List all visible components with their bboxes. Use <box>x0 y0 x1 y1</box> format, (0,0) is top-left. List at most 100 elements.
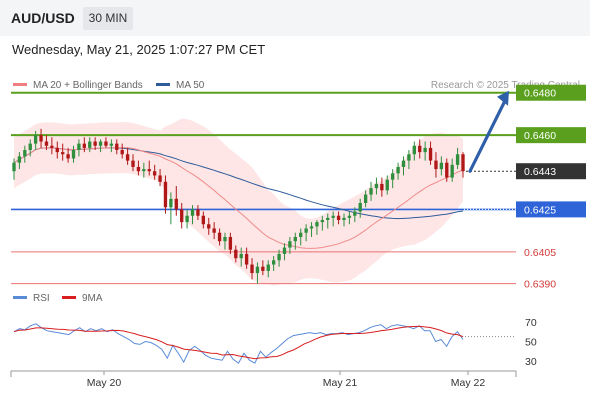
ma20-swatch-icon <box>13 82 27 86</box>
candle-body <box>293 236 297 242</box>
candle-body <box>17 156 22 163</box>
candle-body <box>412 145 416 155</box>
candle-body <box>250 264 254 274</box>
legend-ma50-label: MA 50 <box>176 80 205 91</box>
candle-body <box>169 198 173 208</box>
candle-body <box>315 222 319 227</box>
candle-body <box>212 228 216 233</box>
candle-body <box>326 217 330 220</box>
candle-body <box>93 141 97 146</box>
candle-body <box>180 209 184 223</box>
candle-body <box>353 211 357 216</box>
forecast-arrow-head-icon <box>497 90 509 106</box>
price-tag-0.6405: 0.6405 <box>524 247 556 259</box>
header-bar: AUD/USD 30 MIN <box>0 0 590 36</box>
legend-rsi-label: RSI <box>33 293 50 304</box>
candle-body <box>271 260 276 265</box>
rsi-line <box>13 323 464 364</box>
candle-body <box>244 253 249 265</box>
candle-body <box>82 143 87 148</box>
candle-body <box>363 194 368 204</box>
candle-body <box>450 164 454 178</box>
candle-body <box>288 241 292 248</box>
candle-body <box>374 183 379 189</box>
candle-body <box>358 203 362 212</box>
x-label-may-21: May 21 <box>323 377 358 389</box>
timeframe-button[interactable]: 30 MIN <box>83 7 133 30</box>
candle-body <box>217 232 222 242</box>
legend-rsi-ma: 9MA <box>62 293 103 304</box>
candle-body <box>455 154 460 165</box>
price-tag-bg <box>516 127 586 144</box>
rsi-tick-70: 70 <box>525 317 537 329</box>
candle-body <box>201 215 206 225</box>
candle-body <box>50 145 54 148</box>
candle-body <box>401 160 406 167</box>
legend-ma50: MA 50 <box>156 80 204 91</box>
ma50-swatch-icon <box>156 82 170 86</box>
forecast-arrow <box>468 99 507 173</box>
candle-body <box>120 150 124 155</box>
candle-body <box>418 145 422 153</box>
candle-body <box>190 209 195 216</box>
candle-body <box>347 215 352 218</box>
candle-body <box>104 141 108 146</box>
candle-body <box>461 154 465 172</box>
candle-body <box>282 247 287 254</box>
candle-body <box>98 141 103 146</box>
candle-body <box>23 150 27 157</box>
candle-body <box>239 253 243 259</box>
candle-body <box>309 226 314 229</box>
candle-body <box>320 220 325 223</box>
candle-body <box>158 175 162 182</box>
candle-body <box>234 249 238 259</box>
legend-rsi-ma-label: 9MA <box>82 293 103 304</box>
price-tag-bg <box>516 84 586 101</box>
candle-body <box>142 169 146 172</box>
candle-body <box>434 160 438 170</box>
candle-body <box>385 179 389 191</box>
candle-body <box>207 224 211 229</box>
price-tag-0.6460: 0.6460 <box>524 130 556 142</box>
candle-body <box>423 147 427 153</box>
candle-body <box>255 266 260 274</box>
candle-body <box>152 171 157 176</box>
candle-body <box>163 181 168 208</box>
candle-body <box>407 154 411 161</box>
candle-body <box>12 162 16 172</box>
candle-body <box>266 264 270 271</box>
candle-body <box>228 236 233 250</box>
price-tag-bg <box>516 201 586 218</box>
candle-body <box>55 147 59 153</box>
rsi-tick-50: 50 <box>525 337 537 349</box>
candle-body <box>44 141 49 146</box>
legend-rsi: RSI <box>13 293 50 304</box>
candle-body <box>342 217 346 220</box>
candle-body <box>71 150 76 159</box>
candle-body <box>77 143 81 150</box>
candle-body <box>125 154 130 161</box>
candle-body <box>147 169 151 172</box>
candle-body <box>445 162 449 178</box>
candle-body <box>185 215 189 223</box>
candle-body <box>380 183 384 191</box>
ma20-line <box>13 146 464 249</box>
rsi-tick-30: 30 <box>525 356 537 368</box>
chart-credit: Research © 2025 Trading Central <box>430 80 580 91</box>
candle-body <box>336 215 341 220</box>
candle-body <box>223 236 227 242</box>
x-label-may-20: May 20 <box>87 377 122 389</box>
symbol-label: AUD/USD <box>11 10 75 26</box>
candle-body <box>109 143 114 146</box>
candle-body <box>39 135 43 142</box>
candle-body <box>196 209 200 216</box>
rsi-swatch-icon <box>13 295 27 299</box>
candle-body <box>131 160 135 167</box>
candle-body <box>115 143 119 150</box>
candle-body <box>28 143 32 150</box>
price-tag-0.6480: 0.6480 <box>524 88 556 100</box>
candle-body <box>66 154 70 159</box>
price-tag-bg <box>516 163 586 180</box>
